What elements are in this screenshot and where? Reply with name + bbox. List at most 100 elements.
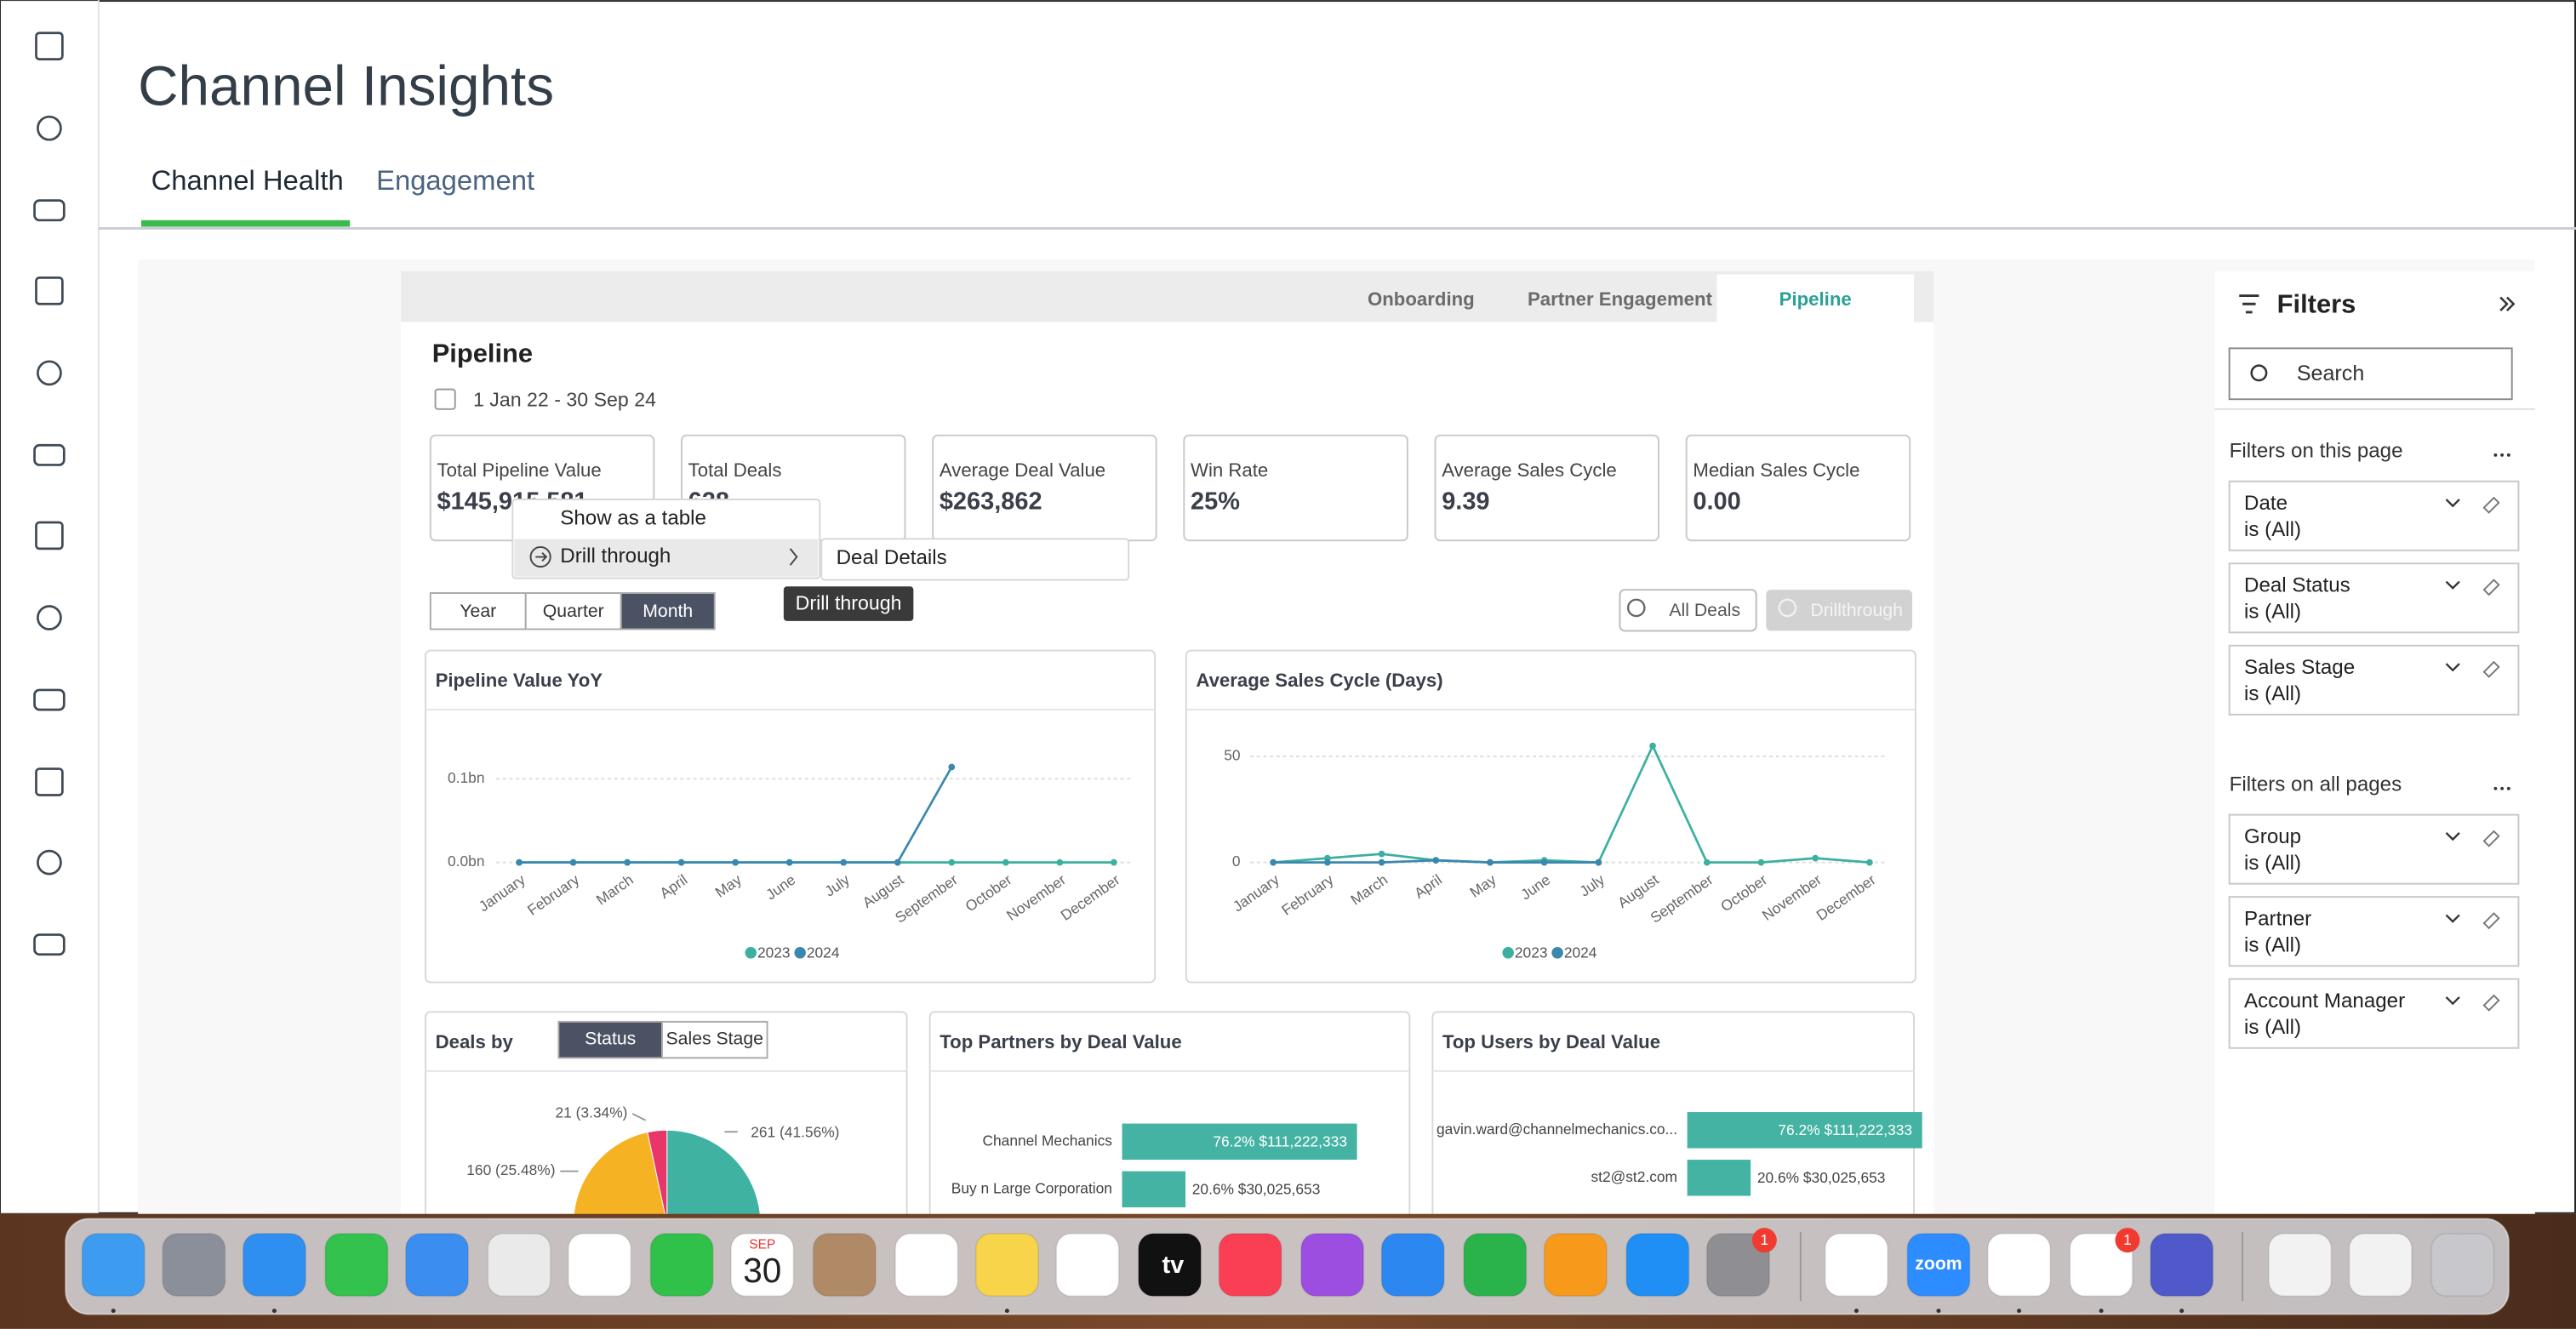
dock-icon[interactable] (2430, 1232, 2495, 1298)
data-point (569, 858, 577, 866)
filter-search[interactable] (2228, 347, 2513, 401)
data-point (894, 858, 901, 866)
dock-icon[interactable] (1299, 1232, 1365, 1298)
running-dot (1853, 1309, 1859, 1314)
dock-icon[interactable] (324, 1232, 389, 1298)
filter-card[interactable] (2228, 644, 2520, 716)
tooltip-text: Drill through (796, 592, 902, 614)
date-range: 1 Jan 22 - 30 Sep 24 (473, 388, 656, 410)
kpi-label: Median Sales Cycle (1693, 459, 1859, 481)
dock-icon[interactable] (2069, 1232, 2133, 1298)
nav-icon[interactable] (37, 605, 62, 630)
dock-icon[interactable] (1137, 1232, 1202, 1298)
nav-tab[interactable]: Engagement (376, 164, 534, 196)
nav-icon[interactable] (37, 115, 62, 141)
nav-icon[interactable] (33, 933, 66, 956)
menu-item[interactable]: Show as a table (560, 507, 706, 530)
more-icon[interactable] (2493, 786, 2498, 790)
nav-icon[interactable] (35, 31, 64, 60)
dock-icon[interactable] (1705, 1232, 1771, 1298)
more-icon[interactable] (2500, 786, 2505, 790)
nav-icon[interactable] (35, 767, 64, 796)
dock-icon[interactable] (1824, 1232, 1889, 1298)
nav-icon[interactable] (35, 277, 64, 305)
dock-icon[interactable] (162, 1232, 226, 1298)
dock-icon[interactable] (1906, 1232, 1971, 1298)
menu-item[interactable]: Drill through (560, 545, 671, 568)
filter-eraser[interactable] (2482, 994, 2500, 1012)
filter-card[interactable] (2228, 813, 2520, 885)
data-point (948, 858, 956, 866)
dock-icon[interactable] (1543, 1232, 1608, 1298)
dock-icon[interactable] (567, 1232, 632, 1298)
more-icon[interactable] (2493, 453, 2498, 457)
search-button[interactable] (1619, 589, 1757, 632)
filter-eraser[interactable] (2482, 579, 2500, 596)
nav-icon[interactable] (37, 360, 62, 386)
more-icon[interactable] (2500, 453, 2505, 457)
dock-icon[interactable] (1055, 1232, 1120, 1298)
dock-icon[interactable] (487, 1232, 551, 1298)
nav-tab[interactable]: Channel Health (151, 164, 344, 196)
dock-icon[interactable] (242, 1232, 307, 1298)
nav-icon[interactable] (37, 849, 62, 876)
dock-icon[interactable] (1463, 1232, 1528, 1298)
filter-state: is (All) (2244, 1016, 2301, 1039)
dock-icon[interactable] (2150, 1232, 2214, 1298)
running-dot (1004, 1309, 1009, 1314)
report-tab[interactable]: Partner Engagement (1528, 288, 1713, 310)
search-icon (2250, 364, 2268, 382)
filter-card[interactable] (2228, 978, 2520, 1049)
filter-chevron (2445, 996, 2460, 1006)
drill-button[interactable] (1766, 590, 1913, 631)
dock-icon[interactable] (2268, 1232, 2333, 1298)
period-button[interactable] (524, 592, 622, 630)
filter-eraser[interactable] (2482, 830, 2500, 847)
filters-title: Filters (2277, 288, 2356, 318)
more-icon[interactable] (2506, 453, 2510, 457)
tab-underline (141, 220, 351, 227)
dock-icon[interactable] (974, 1232, 1040, 1298)
filter-card[interactable] (2228, 480, 2520, 551)
report-tab[interactable]: Onboarding (1368, 288, 1475, 310)
filter-eraser[interactable] (2482, 660, 2500, 678)
nav-icon[interactable] (33, 443, 66, 466)
data-point (1056, 858, 1064, 866)
kpi-label: Average Deal Value (940, 459, 1105, 481)
dock-icon[interactable] (1986, 1232, 2052, 1298)
menu-icon-arrow (535, 552, 548, 562)
search-icon (1626, 598, 1646, 618)
dock-icon[interactable] (894, 1232, 959, 1298)
dock-icon[interactable] (1218, 1232, 1282, 1298)
filter-card[interactable] (2228, 896, 2520, 967)
filter-eraser[interactable] (2482, 912, 2500, 930)
data-point (624, 858, 631, 866)
bar (1687, 1160, 1751, 1196)
dock-icon[interactable] (730, 1232, 795, 1298)
kpi-value: $263,862 (940, 488, 1042, 515)
calendar-day: 30 (743, 1251, 781, 1290)
data-label: 20.6% $30,025,653 (1757, 1169, 1886, 1186)
dock-icon[interactable] (649, 1232, 714, 1298)
filters-panel (2214, 271, 2535, 1216)
nav-icon[interactable] (33, 688, 66, 711)
dock-icon[interactable] (1625, 1232, 1690, 1298)
period-button[interactable] (429, 592, 527, 630)
data-label: 76.2% $111,222,333 (1213, 1132, 1347, 1149)
dock-icon[interactable] (81, 1232, 146, 1298)
filter-eraser[interactable] (2482, 496, 2500, 514)
more-icon[interactable] (2506, 786, 2510, 790)
dock-icon[interactable] (812, 1232, 877, 1298)
filter-card[interactable] (2228, 562, 2520, 634)
report-tab[interactable]: Pipeline (1779, 288, 1852, 310)
period-button[interactable] (620, 592, 716, 630)
nav-icon[interactable] (33, 199, 66, 222)
nav-icon[interactable] (35, 521, 64, 550)
filter-name: Account Manager (2244, 990, 2405, 1012)
toggle-button[interactable] (661, 1020, 768, 1059)
dock-icon[interactable] (1380, 1232, 1445, 1298)
submenu-item[interactable]: Deal Details (837, 546, 947, 569)
dock-icon[interactable] (404, 1232, 470, 1298)
collapse-icon[interactable] (2499, 296, 2516, 311)
dock-icon[interactable] (2348, 1232, 2413, 1298)
